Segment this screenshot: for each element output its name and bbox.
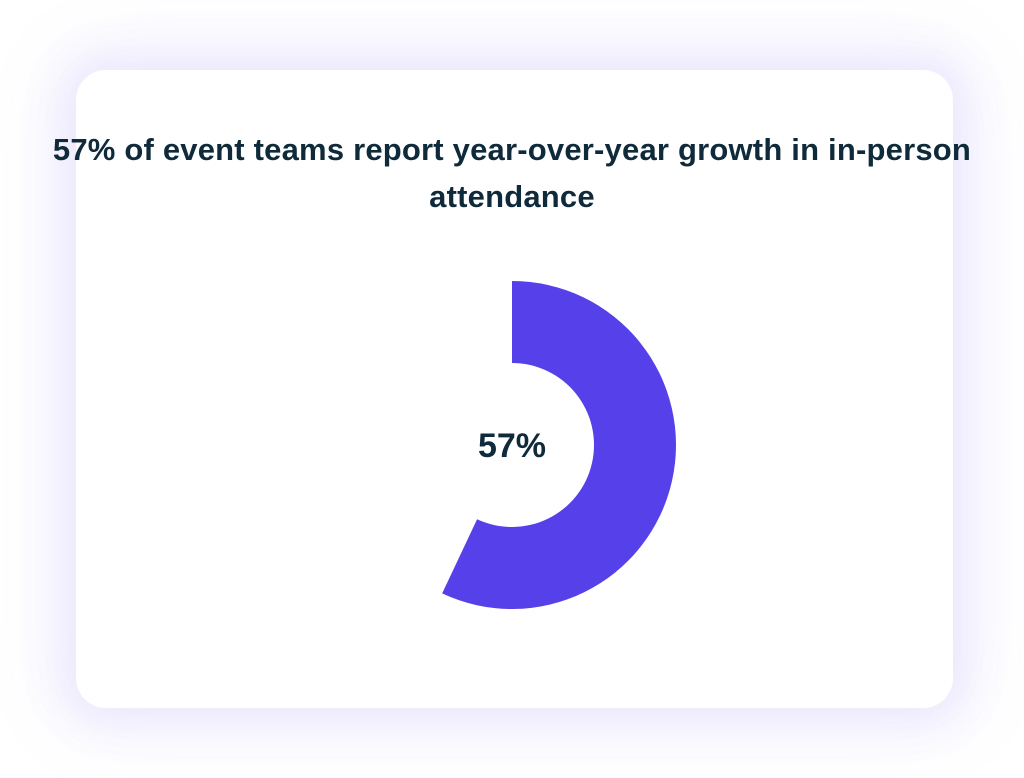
chart-title: 57% of event teams report year-over-year… [52,132,972,214]
donut-slice-growth [442,281,676,609]
center-percentage-label: 57% [478,427,546,465]
